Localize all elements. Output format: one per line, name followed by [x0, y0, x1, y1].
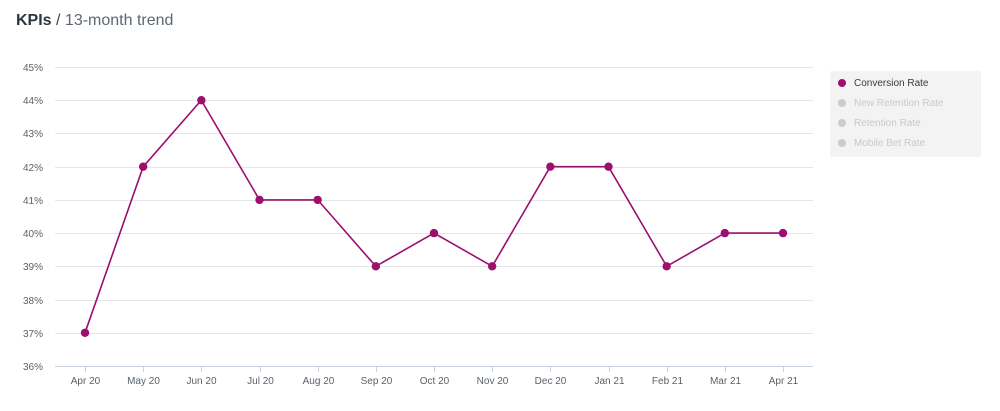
data-point	[313, 195, 322, 205]
header-separator: /	[51, 12, 65, 29]
x-tick-label: Sep 20	[361, 376, 393, 387]
x-tick-label: Aug 20	[303, 376, 335, 387]
data-point	[429, 228, 439, 238]
data-point	[662, 262, 671, 271]
header-title-bold: KPIs	[16, 12, 52, 29]
legend-item-mobile-bet-rate[interactable]: Mobile Bet Rate	[838, 133, 981, 153]
y-tick-label: 45%	[23, 63, 43, 74]
legend-item-retention-rate[interactable]: Retention Rate	[838, 113, 981, 133]
data-point	[80, 328, 90, 337]
data-point	[255, 195, 264, 205]
data-point	[604, 162, 613, 171]
header-subtitle: 13-month trend	[64, 12, 174, 29]
x-tick-label: Jul 20	[247, 376, 274, 387]
data-point	[197, 96, 206, 105]
data-point	[720, 228, 730, 238]
x-tick-label: Apr 21	[769, 376, 799, 387]
x-tick-label: Nov 20	[477, 376, 509, 387]
data-point	[546, 162, 555, 171]
legend-label: Mobile Bet Rate	[854, 137, 926, 149]
x-tick-label: Apr 20	[71, 376, 101, 387]
data-point	[487, 262, 497, 271]
y-tick-label: 37%	[23, 329, 43, 340]
y-tick-label: 39%	[23, 262, 43, 273]
x-tick-label: Feb 21	[652, 376, 684, 387]
legend-label: Conversion Rate	[854, 77, 929, 89]
legend-marker-icon	[838, 139, 846, 147]
legend-marker-icon	[838, 99, 846, 107]
chart-header: KPIs / 13-month trend	[16, 12, 173, 30]
y-tick-label: 40%	[23, 229, 43, 240]
y-tick-label: 44%	[23, 96, 43, 107]
y-tick-label: 43%	[23, 129, 43, 140]
y-tick-label: 41%	[23, 196, 43, 207]
series-line	[84, 98, 783, 334]
x-tick-label: Dec 20	[535, 376, 567, 387]
x-tick-label: Oct 20	[420, 376, 450, 387]
data-point	[138, 162, 148, 171]
x-tick-label: May 20	[127, 376, 160, 387]
legend-item-conversion-rate[interactable]: Conversion Rate	[838, 73, 981, 93]
x-tick-label: Jun 20	[186, 376, 216, 387]
y-tick-label: 42%	[23, 163, 43, 174]
chart-legend: Conversion Rate New Retention Rate Reten…	[830, 71, 981, 157]
y-tick-label: 36%	[23, 362, 43, 373]
legend-marker-icon	[838, 79, 846, 87]
legend-label: Retention Rate	[854, 117, 921, 129]
legend-marker-icon	[838, 119, 846, 127]
x-tick-label: Mar 21	[710, 376, 742, 387]
legend-item-new-retention-rate[interactable]: New Retention Rate	[838, 93, 981, 113]
data-point	[778, 228, 788, 238]
data-point	[371, 262, 381, 271]
y-tick-label: 38%	[23, 296, 43, 307]
legend-label: New Retention Rate	[854, 97, 944, 109]
x-tick-label: Jan 21	[594, 376, 624, 387]
